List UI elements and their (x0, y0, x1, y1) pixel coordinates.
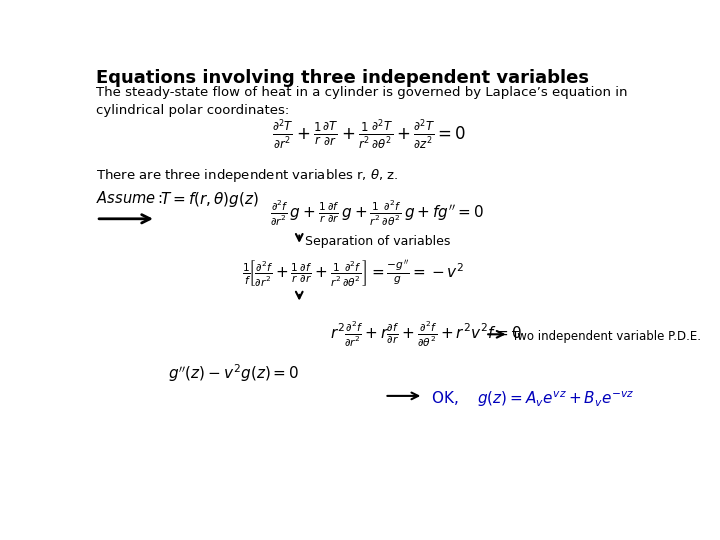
Text: Equations involving three independent variables: Equations involving three independent va… (96, 70, 589, 87)
Text: $\mathbf{\mathit{Assume:}}$: $\mathbf{\mathit{Assume:}}$ (96, 190, 163, 206)
Text: $r^2\frac{\partial^2 f}{\partial r^2}+r\frac{\partial f}{\partial r}+\frac{\part: $r^2\frac{\partial^2 f}{\partial r^2}+r\… (330, 320, 522, 349)
Text: OK,    $g(z)=A_ve^{vz}+B_ve^{-vz}$: OK, $g(z)=A_ve^{vz}+B_ve^{-vz}$ (431, 390, 634, 409)
Text: There are three independent variables r, $\theta$, z.: There are three independent variables r,… (96, 167, 399, 184)
Text: $\frac{\partial^2 T}{\partial r^2}+\frac{1}{r}\frac{\partial T}{\partial r}+\fra: $\frac{\partial^2 T}{\partial r^2}+\frac… (272, 118, 466, 151)
Text: $T = f(r,\theta)g(z)$: $T = f(r,\theta)g(z)$ (160, 190, 258, 210)
Text: Separation of variables: Separation of variables (305, 235, 451, 248)
Text: Two independent variable P.D.E.: Two independent variable P.D.E. (513, 330, 701, 343)
Text: $\frac{1}{f}\!\left[\frac{\partial^2 f}{\partial r^2}+\frac{1}{r}\frac{\partial : $\frac{1}{f}\!\left[\frac{\partial^2 f}{… (243, 259, 464, 289)
Text: $\frac{\partial^2 f}{\partial r^2}\,g+\frac{1}{r}\frac{\partial f}{\partial r}\,: $\frac{\partial^2 f}{\partial r^2}\,g+\f… (270, 199, 484, 228)
Text: $g''(z)-v^2g(z)=0$: $g''(z)-v^2g(z)=0$ (168, 362, 299, 383)
Text: The steady-state flow of heat in a cylinder is governed by Laplace’s equation in: The steady-state flow of heat in a cylin… (96, 86, 628, 117)
